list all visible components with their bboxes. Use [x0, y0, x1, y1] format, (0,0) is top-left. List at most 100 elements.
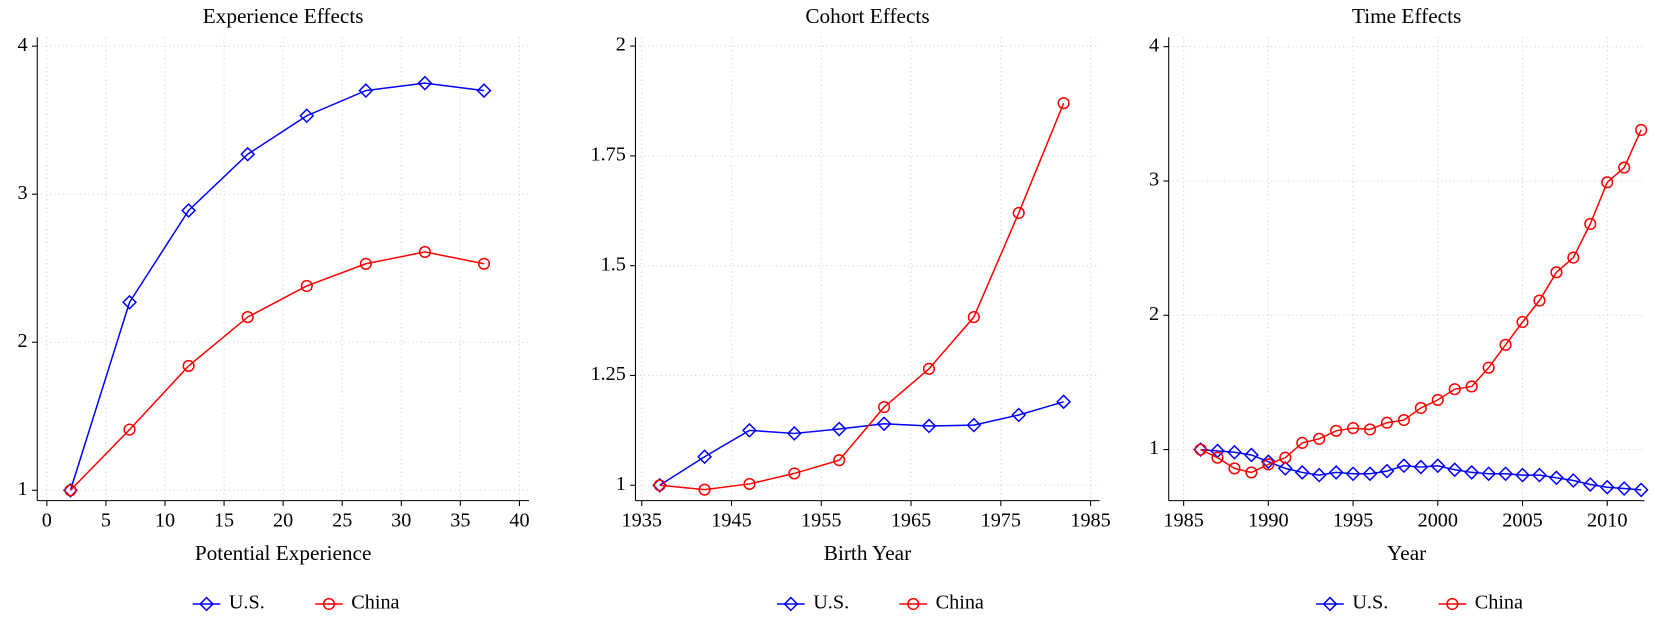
y-tick-label: 3: [18, 182, 28, 204]
marker: [1347, 422, 1360, 435]
legend-marker: [1322, 596, 1338, 612]
y-tick-label: 1.5: [601, 253, 626, 275]
marker: [1599, 479, 1615, 495]
marker: [300, 279, 313, 293]
x-tick-label: 5: [101, 510, 111, 532]
marker: [1533, 294, 1546, 307]
x-tick-label: 1985: [1070, 510, 1110, 532]
marker: [1565, 473, 1581, 488]
marker: [1194, 443, 1207, 456]
x-tick-label: 30: [391, 510, 411, 532]
marker: [786, 425, 802, 441]
marker: [1056, 394, 1072, 410]
x-tick-label: 1985: [1163, 510, 1203, 532]
marker: [1012, 206, 1025, 220]
series-line: [1200, 129, 1642, 474]
series-line: [659, 401, 1064, 486]
marker: [122, 294, 137, 310]
y-tick-label: 2: [616, 34, 626, 56]
marker: [1227, 444, 1242, 460]
marker: [1313, 432, 1326, 445]
marker: [876, 416, 892, 432]
y-tick-label: 1.25: [590, 363, 625, 385]
x-tick-label: 15: [214, 510, 234, 532]
marker: [1567, 251, 1580, 264]
legend-marker: [199, 596, 214, 612]
x-tick-label: 2010: [1587, 510, 1627, 532]
x-tick-label: 1935: [622, 510, 662, 532]
marker: [1379, 463, 1395, 479]
x-tick-label: 25: [332, 510, 352, 532]
marker: [1057, 97, 1070, 110]
x-axis-label: Year: [1387, 541, 1426, 565]
legend-marker: [907, 597, 920, 611]
marker: [1262, 458, 1275, 471]
marker: [476, 83, 492, 99]
marker: [1430, 458, 1446, 474]
x-tick-label: 2000: [1418, 510, 1458, 532]
marker: [358, 83, 374, 99]
marker: [1618, 161, 1631, 174]
x-tick-label: 1990: [1248, 510, 1288, 532]
marker: [742, 422, 757, 438]
marker: [1464, 464, 1480, 480]
marker: [921, 418, 937, 434]
marker: [1515, 467, 1530, 483]
marker: [1516, 315, 1529, 329]
x-tick-label: 0: [42, 510, 52, 532]
marker: [1584, 217, 1597, 231]
series-line: [69, 82, 485, 491]
marker: [477, 257, 491, 270]
marker: [1448, 383, 1461, 396]
marker: [1396, 458, 1412, 474]
marker: [1447, 462, 1463, 478]
marker: [1228, 462, 1241, 475]
marker: [1431, 393, 1444, 406]
marker: [1011, 407, 1027, 423]
marker: [1279, 451, 1292, 464]
x-axis-label: Birth Year: [824, 541, 911, 565]
x-tick-label: 1995: [1333, 510, 1373, 532]
marker: [831, 421, 847, 437]
x-tick-label: 40: [509, 510, 529, 532]
y-tick-label: 1: [1149, 437, 1159, 459]
marker: [1260, 454, 1276, 470]
marker: [1413, 459, 1429, 475]
legend-marker: [1446, 597, 1459, 611]
marker: [1311, 467, 1327, 483]
series-line: [69, 251, 485, 491]
marker: [1633, 482, 1649, 498]
legend-label: China: [936, 592, 984, 614]
marker: [417, 75, 433, 91]
marker: [698, 483, 711, 496]
x-tick-label: 35: [450, 510, 470, 532]
chart-title: Time Effects: [1352, 4, 1461, 28]
marker: [966, 417, 982, 433]
marker: [788, 467, 801, 480]
marker: [1328, 464, 1344, 480]
x-tick-label: 1975: [981, 510, 1021, 532]
marker: [1635, 123, 1648, 137]
chart-title: Experience Effects: [203, 4, 364, 28]
marker: [697, 449, 713, 465]
marker: [1601, 176, 1614, 189]
x-tick-label: 2005: [1502, 510, 1542, 532]
marker: [1548, 470, 1564, 486]
marker: [64, 484, 77, 497]
marker: [1296, 436, 1309, 449]
marker: [182, 359, 195, 372]
marker: [1211, 451, 1224, 464]
marker: [1397, 413, 1410, 427]
marker: [1345, 466, 1361, 482]
marker: [123, 423, 136, 436]
legend-label: U.S.: [1352, 592, 1388, 614]
marker: [181, 203, 197, 218]
marker: [1481, 466, 1497, 482]
marker: [241, 310, 254, 324]
marker: [1616, 481, 1632, 496]
x-tick-label: 10: [155, 510, 175, 532]
x-tick-label: 1965: [891, 510, 931, 532]
x-axis-label: Potential Experience: [195, 541, 372, 565]
marker: [1243, 447, 1259, 463]
